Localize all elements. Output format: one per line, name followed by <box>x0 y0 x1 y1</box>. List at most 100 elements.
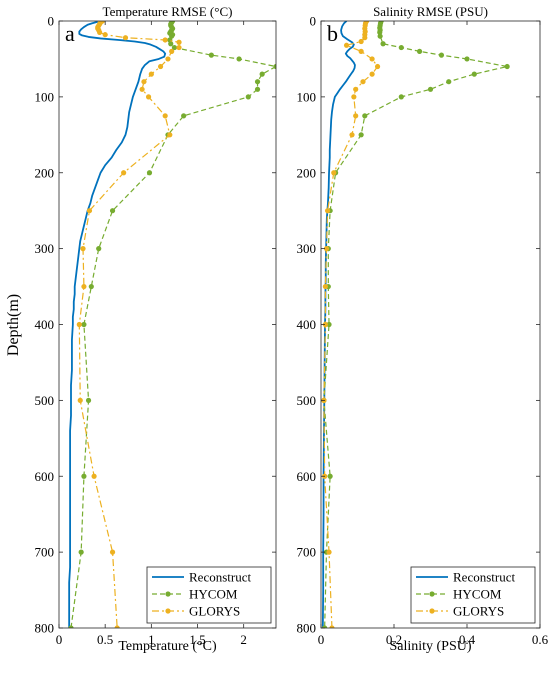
panel-b-series-hycom-point <box>438 52 445 58</box>
panel-a-series-hycom-point <box>109 208 116 214</box>
panel-b-series-glorys-point <box>343 42 350 48</box>
panel-a-series-hycom-point <box>259 71 265 77</box>
panel-a-y-tick-label: 100 <box>35 89 55 104</box>
panel-b-x-tick-label: 0.4 <box>459 632 476 647</box>
panel-a-y-tick-label: 0 <box>48 14 55 29</box>
panel-b-series-hycom-point <box>327 473 333 479</box>
panel-a-y-tick-label: 400 <box>35 317 55 332</box>
panel-b-x-axis-label: Salinity (PSU) <box>389 639 471 654</box>
panel-b-plot-area <box>321 21 510 628</box>
panel-b-series-glorys-point <box>322 283 328 290</box>
panel-b-legend: Reconstruct HYCOM GLORYS <box>410 566 536 624</box>
panel-a-legend-marker-glorys <box>165 608 171 614</box>
panel-b-series-glorys-point <box>324 208 331 214</box>
panel-b-series-hycom-point <box>427 86 434 92</box>
panel-a-series-glorys-point <box>121 170 127 176</box>
panel-b-series-hycom-point <box>326 321 332 328</box>
panel-b-y-tick-label: 600 <box>297 469 317 484</box>
panel-b-legend-label-glorys: GLORYS <box>453 604 504 619</box>
panel-b-series-glorys-point <box>329 625 335 628</box>
panel-b-legend-marker-glorys <box>429 608 435 614</box>
panel-b-series-hycom-point <box>377 33 383 39</box>
panel-b-series-hycom-point <box>398 94 404 100</box>
panel-temperature: 0 0.5 1 1.5 2 0 100 200 300 400 500 600 700 800 Temper… <box>35 4 277 654</box>
panel-a-series-glorys-point <box>114 625 120 628</box>
panel-b-series-hycom-point <box>380 41 386 47</box>
panel-a-series-hycom-point <box>68 625 74 628</box>
panel-a-series-glorys-point <box>97 29 103 35</box>
panel-a-legend-label-glorys: GLORYS <box>189 604 240 619</box>
panel-b-series-glorys-point <box>358 38 364 45</box>
panel-a-series-glorys-point <box>122 35 129 41</box>
panel-b-series-glorys-point <box>349 132 355 138</box>
panel-b-y-tick-label: 100 <box>297 89 317 104</box>
panel-a-series-glorys-point <box>176 39 182 45</box>
panel-a-series-glorys-point <box>145 94 152 100</box>
panel-a-series-hycom-point <box>81 473 87 479</box>
panel-a-series-hycom-point <box>254 79 261 85</box>
panel-a-series-glorys-point <box>157 63 164 70</box>
panel-b-series-hycom-point <box>416 48 423 54</box>
panel-b-y-tick-label: 500 <box>297 393 317 408</box>
panel-b-legend-marker-hycom <box>429 591 435 597</box>
panel-b-legend-label-hycom: HYCOM <box>453 587 502 602</box>
panel-a-x-tick-label: 0 <box>56 632 63 647</box>
panel-a-series-reconstruct-line <box>68 21 167 628</box>
panel-a-series-glorys-point <box>162 37 168 43</box>
panel-b-panel-letter: b <box>327 21 338 46</box>
panel-a-series-hycom-point <box>96 246 102 252</box>
panel-a-x-tick-label: 1.5 <box>189 632 205 647</box>
panel-b-series-hycom-point <box>464 56 470 62</box>
panel-a-legend-label-reconstruct: Reconstruct <box>189 570 251 585</box>
panel-b-title: Salinity RMSE (PSU) <box>373 4 488 19</box>
panel-b-series-glorys-point <box>369 71 375 77</box>
panel-b-x-tick-label: 0.2 <box>386 632 402 647</box>
panel-a-title: Temperature RMSE (°C) <box>103 4 233 19</box>
panel-a-plot-area <box>68 21 276 628</box>
panel-b-y-tick-label: 700 <box>297 545 317 560</box>
panel-b-series-hycom-line <box>323 21 508 628</box>
panel-a-series-glorys-point <box>77 397 83 403</box>
panel-a-legend-marker-hycom <box>165 591 171 597</box>
panel-a-y-tick-label: 700 <box>35 545 55 560</box>
panel-a-series-hycom-point <box>78 549 84 555</box>
panel-a-series-glorys-point <box>76 321 82 328</box>
panel-b-series-glorys-point <box>323 246 330 252</box>
panel-a-series-glorys-point <box>139 86 145 92</box>
panel-a-series-hycom-point <box>88 283 94 290</box>
panel-a-y-tick-label: 300 <box>35 241 55 256</box>
panel-a-series-glorys-point <box>169 48 175 54</box>
panel-b-series-hycom-point <box>358 132 364 138</box>
panel-a-series-glorys-point <box>148 71 154 77</box>
panel-b-series-glorys-point <box>351 94 357 100</box>
panel-b-series-hycom-point <box>504 63 510 70</box>
panel-a-y-tick-label: 800 <box>35 621 55 636</box>
panel-a-series-glorys-point <box>81 283 87 290</box>
panel-b-legend-label-reconstruct: Reconstruct <box>453 570 515 585</box>
panel-a-series-hycom-point <box>236 56 242 62</box>
panel-b-y-tick-label: 400 <box>297 317 317 332</box>
panel-a-y-tick-label: 200 <box>35 165 55 180</box>
panel-a-series-hycom-point <box>81 321 87 328</box>
panel-b-series-glorys-point <box>331 170 337 176</box>
panel-b-series-hycom-point <box>446 79 452 85</box>
panel-a-series-glorys-point <box>86 208 93 214</box>
panel-a-series-hycom-line <box>70 21 276 628</box>
panel-a-series-glorys-point <box>167 132 173 138</box>
panel-a-y-tick-label: 600 <box>35 469 55 484</box>
panel-a-series-hycom-point <box>168 41 174 47</box>
panel-b-series-hycom-point <box>362 113 368 119</box>
panel-b-series-glorys-point <box>353 86 359 92</box>
panel-a-legend-label-hycom: HYCOM <box>189 587 238 602</box>
panel-a-x-tick-label: 2 <box>240 632 247 647</box>
panel-b-y-tick-label: 300 <box>297 241 317 256</box>
panel-b-series-glorys-point <box>326 549 332 555</box>
panel-a-series-hycom-point <box>85 397 92 403</box>
panel-a-series-hycom-point <box>254 86 261 92</box>
panel-b-series-glorys-point <box>353 113 359 119</box>
panel-b-x-tick-label: 0 <box>318 632 325 647</box>
panel-a-series-hycom-point <box>181 113 187 119</box>
panel-a-x-tick-label: 0.5 <box>97 632 113 647</box>
panel-b-series-glorys-point <box>322 321 328 328</box>
